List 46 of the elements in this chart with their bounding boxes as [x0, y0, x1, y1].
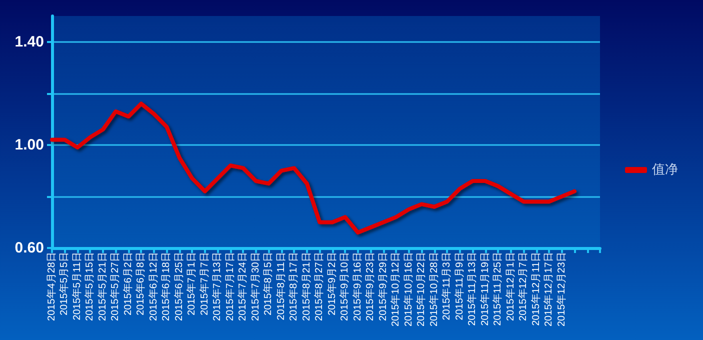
x-tick-label: 2015年8月11日: [274, 252, 287, 320]
legend-label: 值净: [652, 162, 678, 178]
x-tick-label: 2015年12月1日: [504, 252, 516, 321]
x-tick-label: 2015年8月5日: [262, 252, 274, 316]
x-tick-label: 2015年7月30日: [249, 252, 262, 321]
x-tick-label: 2015年6月25日: [172, 252, 185, 321]
x-tick-label: 2015年5月27日: [109, 252, 122, 321]
x-tick-label: 2015年7月7日: [198, 252, 210, 316]
x-tick-label: 2015年6月18日: [160, 252, 172, 321]
x-tick-label: 2015年9月16日: [351, 252, 364, 321]
x-tick-label: 2015年7月1日: [186, 252, 198, 316]
y-tick-label: 1.40: [14, 33, 44, 50]
x-tick-label: 2015年11月25日: [492, 252, 504, 326]
line-series: [50, 102, 577, 235]
x-tick-label: 2015年8月17日: [288, 252, 300, 321]
x-tick-label: 2015年9月29日: [376, 252, 389, 321]
x-tick-label: 2015年7月24日: [236, 252, 249, 321]
y-tick-label: 0.60: [14, 240, 44, 256]
x-tick-label: 2015年8月21日: [300, 252, 312, 321]
x-tick-label: 2015年6月12日: [147, 252, 160, 321]
y-tick-label: 1.00: [14, 136, 44, 154]
x-tick-label: 2015年9月23日: [364, 252, 376, 321]
x-tick-label: 2015年7月13日: [211, 252, 224, 321]
x-tick-label: 2015年11月3日: [440, 252, 453, 320]
x-tick-label: 2015年5月21日: [96, 252, 108, 321]
x-tick-label: 2015年11月9日: [453, 252, 466, 320]
x-tick-label: 2015年10月12日: [390, 252, 402, 326]
x-tick-label: 2015年8月27日: [313, 252, 326, 321]
x-tick-label: 2015年11月13日: [466, 252, 478, 326]
x-tick-label: 2015年9月10日: [338, 252, 351, 321]
x-tick-label: 2015年12月7日: [517, 252, 530, 321]
x-tick-label: 2015年6月8日: [134, 252, 147, 316]
x-tick-label: 2015年12月11日: [530, 252, 542, 326]
x-tick-label: 2015年9月2日: [326, 252, 338, 316]
x-tick-label: 2015年4月28日: [46, 252, 58, 321]
x-tick-label: 2015年12月23日: [555, 252, 568, 326]
x-tick-label: 2015年6月2日: [122, 252, 134, 316]
x-tick-label: 2015年10月16日: [402, 252, 414, 326]
x-tick-label: 2015年10月22日: [415, 252, 428, 326]
x-tick-label: 2015年5月11日: [70, 252, 83, 320]
x-tick-label: 2015年7月17日: [224, 252, 236, 321]
x-tick-label: 2015年5月5日: [58, 252, 70, 316]
x-tick-label: 2015年10月28日: [428, 252, 440, 326]
x-tick-label: 2015年11月19日: [478, 252, 491, 326]
x-tick-label: 2015年12月17日: [542, 252, 555, 326]
x-tick-label: 2015年5月15日: [84, 252, 96, 321]
